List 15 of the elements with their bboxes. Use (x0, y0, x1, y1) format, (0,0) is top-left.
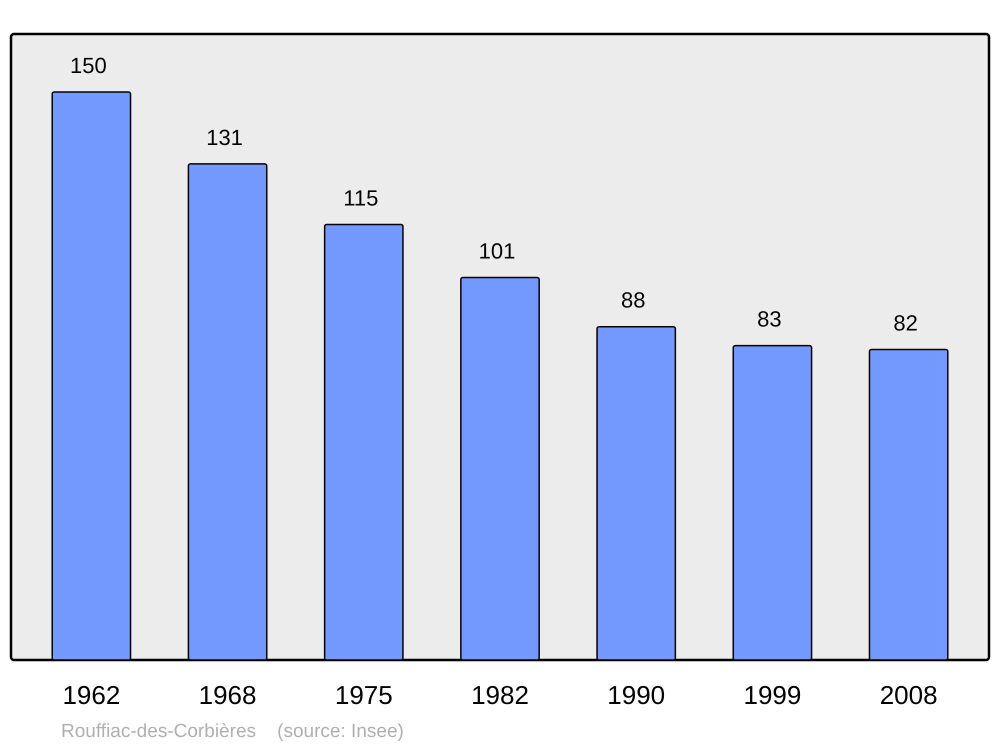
data-label: 115 (343, 185, 378, 210)
data-label: 88 (620, 288, 646, 313)
data-label: 101 (478, 238, 516, 264)
data-label: 131 (206, 124, 243, 150)
data-label: 150 (70, 52, 107, 78)
x-tick-label: 1962 (62, 680, 120, 710)
x-tick-label: 2008 (880, 680, 938, 710)
x-tick-label: 1975 (334, 680, 393, 710)
x-tick-label: 1968 (198, 680, 256, 710)
x-tick-label: 1990 (607, 680, 666, 710)
x-tick-label: 1999 (744, 680, 802, 710)
x-tick-label: 1982 (471, 680, 529, 710)
text: Rouffiac-des-Corbières (source: Insee) (61, 721, 404, 742)
data-label: 82 (893, 310, 918, 336)
data-label: 83 (757, 306, 782, 332)
